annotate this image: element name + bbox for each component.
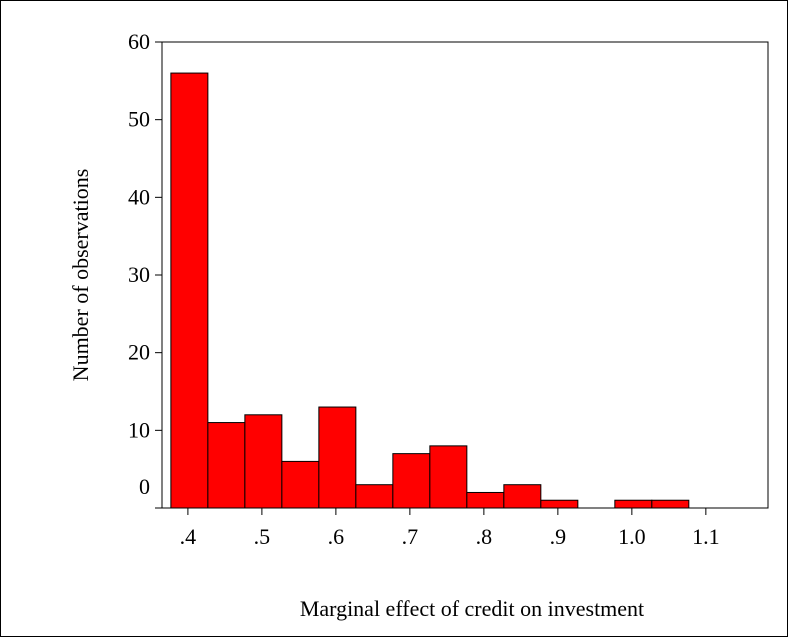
x-tick-label: .8 bbox=[476, 524, 493, 549]
x-tick-label: 1.1 bbox=[692, 524, 720, 549]
y-tick-label: 20 bbox=[128, 340, 150, 365]
x-tick-label: .9 bbox=[550, 524, 567, 549]
bar bbox=[466, 491, 505, 509]
y-axis-title: Number of observations bbox=[68, 169, 93, 382]
y-tick-label: 10 bbox=[128, 417, 150, 442]
bar bbox=[355, 484, 394, 509]
bar bbox=[281, 460, 320, 509]
y-tick-label: 40 bbox=[128, 184, 150, 209]
bar bbox=[318, 406, 357, 509]
bar bbox=[207, 422, 246, 509]
x-tick-label: .6 bbox=[328, 524, 345, 549]
bar bbox=[429, 445, 468, 509]
y-tick-label: 0 bbox=[139, 474, 150, 499]
bar bbox=[651, 499, 690, 509]
x-axis-title: Marginal effect of credit on investment bbox=[300, 596, 644, 621]
bar bbox=[540, 499, 579, 509]
bar bbox=[392, 453, 431, 509]
x-tick-label: .4 bbox=[180, 524, 197, 549]
bar bbox=[614, 499, 653, 509]
bar bbox=[244, 414, 283, 509]
x-tick-label: .5 bbox=[254, 524, 271, 549]
bar bbox=[170, 72, 209, 509]
x-tick-label: 1.0 bbox=[618, 524, 646, 549]
y-tick-label: 60 bbox=[128, 29, 150, 54]
y-tick-label: 30 bbox=[128, 262, 150, 287]
bar bbox=[503, 484, 542, 509]
x-tick-label: .7 bbox=[402, 524, 419, 549]
y-tick-label: 50 bbox=[128, 107, 150, 132]
